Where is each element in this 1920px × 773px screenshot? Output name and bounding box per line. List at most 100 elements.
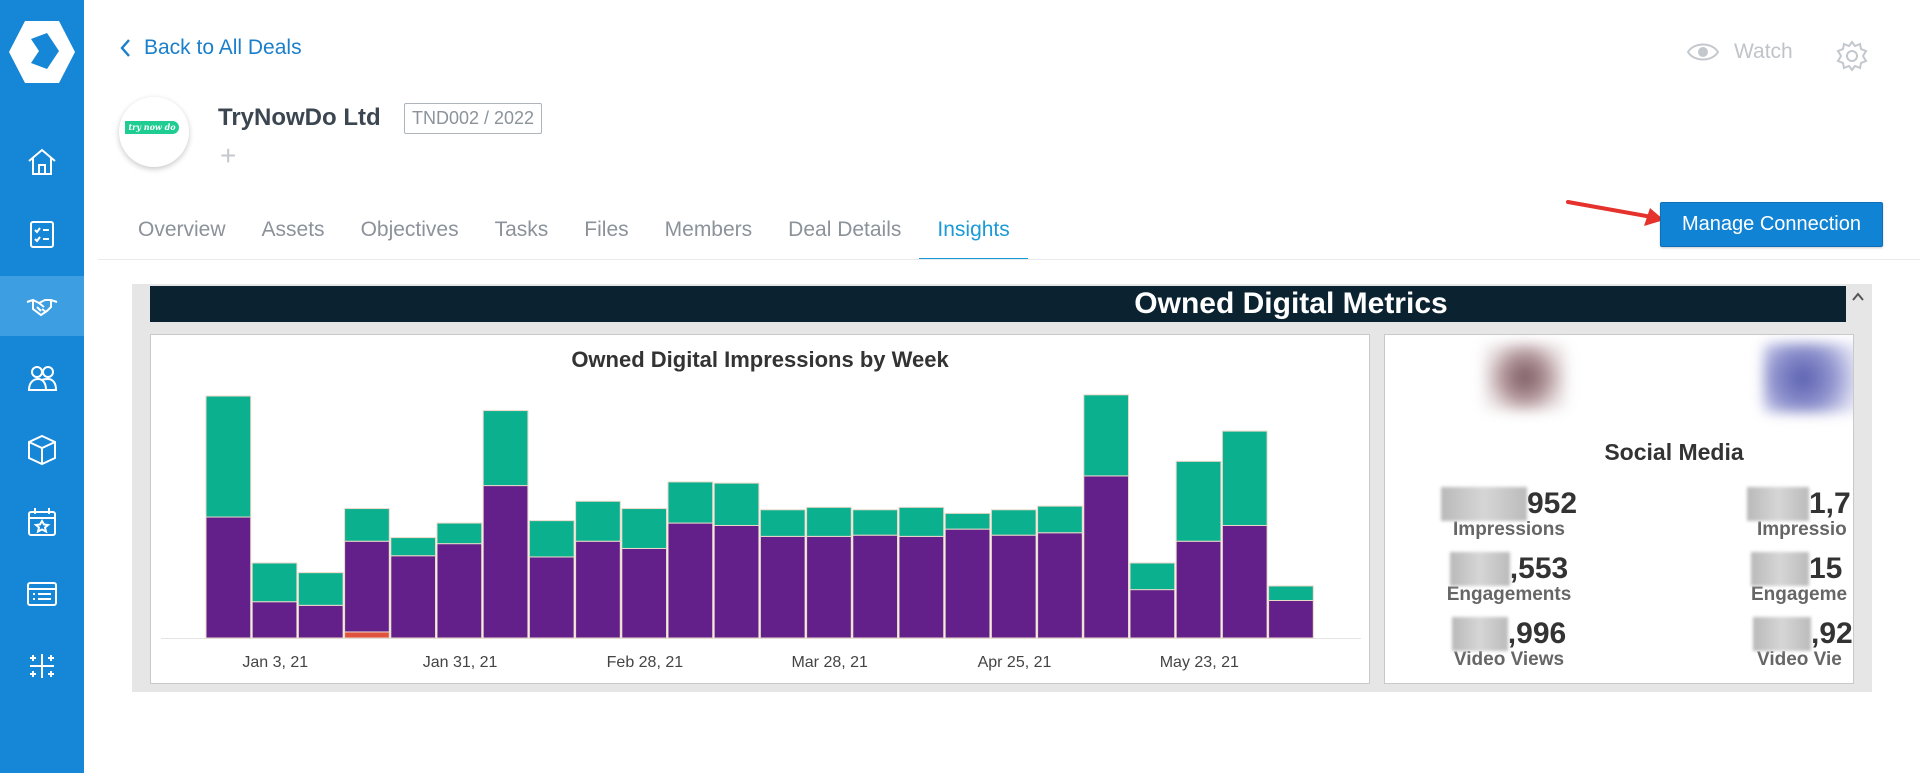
bar-segment-week-16-series-2[interactable]	[898, 535, 945, 639]
bar-segment-week-22-series-2[interactable]	[1175, 540, 1222, 639]
metric-value: ,92	[1811, 617, 1853, 650]
bar-segment-week-6-series-3[interactable]	[436, 522, 483, 545]
bar-segment-week-11-series-3[interactable]	[667, 481, 714, 524]
metric-value: ,996	[1507, 617, 1567, 650]
bar-segment-week-23-series-3[interactable]	[1221, 430, 1268, 526]
add-tag-button[interactable]: +	[220, 140, 237, 171]
tab-assets[interactable]: Assets	[261, 218, 325, 241]
bar-segment-week-4-series-1[interactable]	[344, 631, 390, 639]
bar-segment-week-8-series-3[interactable]	[528, 520, 575, 558]
tab-overview[interactable]: Overview	[138, 218, 226, 241]
bar-segment-week-4-series-3[interactable]	[344, 508, 390, 542]
bar-segment-week-12-series-2[interactable]	[713, 524, 760, 639]
bar-segment-week-19-series-2[interactable]	[1037, 532, 1083, 639]
tab-deal-details[interactable]: Deal Details	[788, 218, 902, 241]
annotation-arrow-icon	[1566, 200, 1664, 226]
metric-label: Impressions	[1453, 519, 1565, 540]
tab-objectives[interactable]: Objectives	[360, 218, 459, 241]
bar-segment-week-19-series-3[interactable]	[1037, 505, 1083, 534]
bar-segment-week-7-series-3[interactable]	[482, 410, 529, 487]
dashboard-title-bar: Owned Digital Metrics	[150, 286, 1846, 322]
bar-segment-week-20-series-2[interactable]	[1083, 475, 1129, 639]
bar-segment-week-12-series-3[interactable]	[713, 482, 760, 526]
app-logo-icon[interactable]	[7, 17, 77, 87]
bar-segment-week-24-series-2[interactable]	[1268, 600, 1314, 639]
bar-segment-week-15-series-3[interactable]	[852, 509, 898, 536]
bar-segment-week-9-series-2[interactable]	[575, 540, 621, 639]
bar-segment-week-23-series-2[interactable]	[1221, 524, 1268, 639]
redacted-value	[1451, 617, 1508, 651]
bar-segment-week-16-series-3[interactable]	[898, 506, 945, 537]
chevron-up-icon[interactable]	[1849, 288, 1867, 306]
bar-segment-week-17-series-3[interactable]	[944, 512, 991, 530]
metric-engagements-2: 15 Engageme	[1751, 552, 1853, 606]
gear-icon[interactable]	[1836, 40, 1868, 72]
bar-segment-week-22-series-3[interactable]	[1175, 460, 1222, 542]
nav-tasks[interactable]	[0, 204, 84, 264]
tab-files[interactable]: Files	[584, 218, 629, 241]
nav-people[interactable]	[0, 348, 84, 408]
tab-insights[interactable]: Insights	[919, 216, 1029, 260]
redacted-value	[1449, 552, 1510, 586]
nav-calendar[interactable]	[0, 492, 84, 552]
nav-deals[interactable]	[0, 276, 84, 336]
manage-connection-button[interactable]: Manage Connection	[1660, 202, 1883, 247]
metric-value: 952	[1526, 487, 1578, 520]
back-to-deals-link[interactable]: Back to All Deals	[118, 36, 302, 60]
watch-label: Watch	[1734, 40, 1793, 63]
metric-impressions: 952 Impressions	[1429, 487, 1589, 541]
bar-segment-week-11-series-2[interactable]	[667, 522, 714, 639]
bar-segment-week-21-series-3[interactable]	[1129, 562, 1176, 591]
social-thumbnail-1	[1483, 343, 1567, 411]
bar-segment-week-14-series-3[interactable]	[806, 506, 852, 537]
bar-segment-week-13-series-2[interactable]	[759, 535, 806, 639]
impressions-chart-card: Jan 3, 21 Jan 31, 21 Feb 28, 21 Mar 28, 21 A…	[150, 334, 1370, 684]
bar-segment-week-2-series-2[interactable]	[251, 601, 298, 639]
bar-segment-week-10-series-2[interactable]	[621, 547, 667, 639]
bar-segment-week-5-series-2[interactable]	[390, 555, 437, 639]
watch-button[interactable]: Watch	[1686, 40, 1793, 64]
bar-segment-week-14-series-2[interactable]	[806, 535, 852, 639]
nav-list[interactable]	[0, 564, 84, 624]
bar-segment-week-20-series-3[interactable]	[1083, 394, 1129, 477]
bar-segment-week-21-series-2[interactable]	[1129, 589, 1176, 639]
bar-segment-week-18-series-3[interactable]	[990, 509, 1037, 536]
bar-segment-week-1-series-3[interactable]	[205, 395, 252, 518]
checklist-icon	[30, 221, 54, 248]
bar-segment-week-10-series-3[interactable]	[621, 508, 667, 549]
bar-segment-week-7-series-2[interactable]	[482, 485, 529, 639]
bar-segment-week-18-series-2[interactable]	[990, 534, 1037, 639]
bar-segment-week-6-series-2[interactable]	[436, 543, 483, 639]
tab-tasks[interactable]: Tasks	[494, 218, 549, 241]
x-tick-label: Jan 3, 21	[242, 654, 308, 671]
bar-segment-week-9-series-3[interactable]	[575, 500, 621, 542]
nav-home[interactable]	[0, 132, 84, 192]
x-tick-label: Mar 28, 21	[791, 654, 868, 671]
x-tick-label: Apr 25, 21	[978, 654, 1052, 671]
bar-segment-week-3-series-3[interactable]	[297, 572, 344, 606]
bar-segment-week-2-series-3[interactable]	[251, 562, 298, 603]
handshake-icon	[26, 298, 58, 317]
bar-segment-week-1-series-2[interactable]	[205, 516, 252, 639]
metric-value: 15	[1809, 552, 1843, 585]
nav-insights[interactable]	[0, 636, 84, 696]
sidebar	[0, 0, 84, 773]
metric-video-views-2: ,92 Video Vie	[1753, 617, 1853, 671]
bar-segment-week-5-series-3[interactable]	[390, 537, 437, 557]
bar-segment-week-24-series-3[interactable]	[1268, 585, 1314, 601]
bar-segment-week-8-series-2[interactable]	[528, 556, 575, 639]
bar-segment-week-15-series-2[interactable]	[852, 534, 898, 639]
bar-segment-week-17-series-2[interactable]	[944, 528, 991, 639]
tab-members[interactable]: Members	[664, 218, 753, 241]
bar-segment-week-13-series-3[interactable]	[759, 509, 806, 537]
social-thumbnail-2	[1763, 343, 1853, 413]
tabs-divider	[98, 259, 1920, 260]
nav-assets[interactable]	[0, 420, 84, 480]
x-tick-label: Feb 28, 21	[607, 654, 684, 671]
bar-segment-week-4-series-2[interactable]	[344, 540, 390, 633]
metric-label: Engagements	[1446, 584, 1572, 605]
redacted-value	[1747, 487, 1809, 521]
browser-list-icon	[27, 582, 57, 606]
bar-segment-week-3-series-2[interactable]	[297, 604, 344, 639]
